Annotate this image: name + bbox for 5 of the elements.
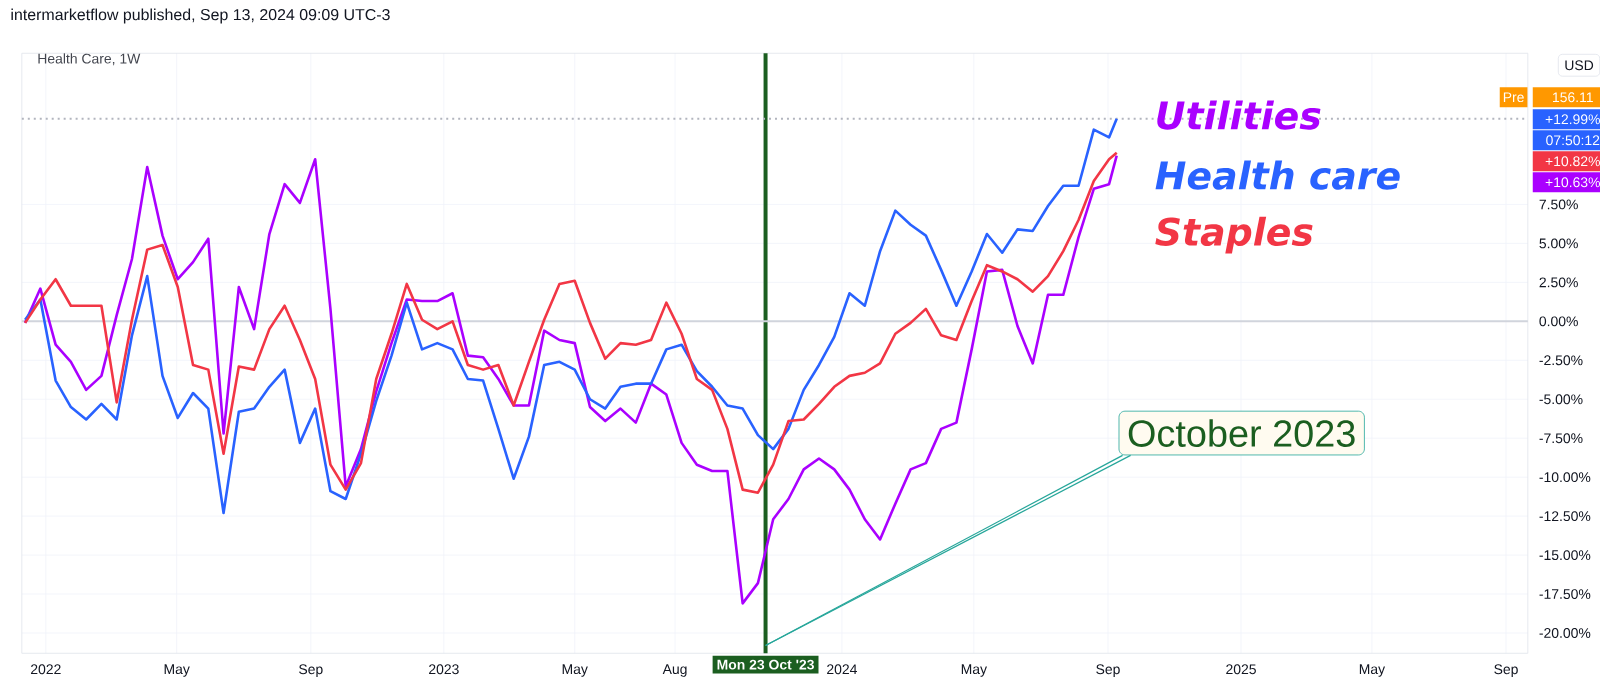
series-label: Staples — [1155, 216, 1313, 254]
series-label: Utilities — [1157, 100, 1321, 130]
annotation: October 2023 — [1128, 419, 1355, 447]
series-label: Health care — [1155, 160, 1400, 190]
line-series — [23, 154, 1119, 605]
